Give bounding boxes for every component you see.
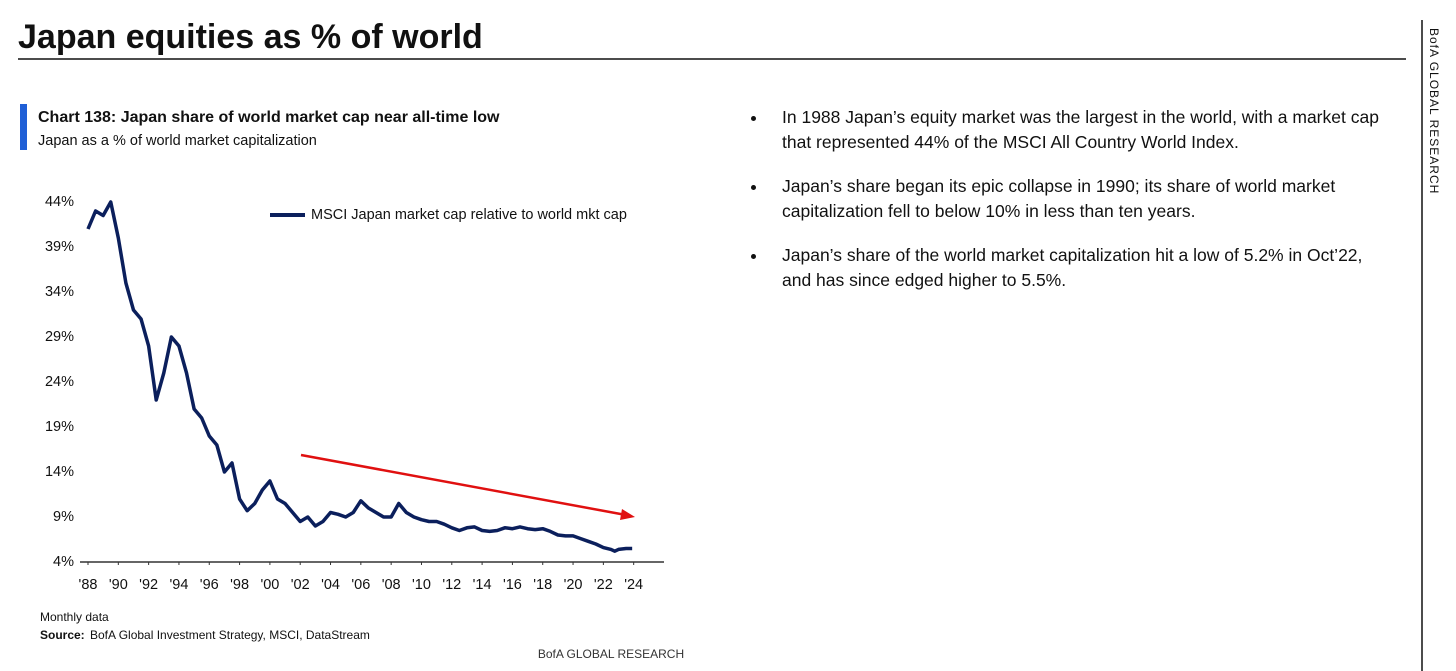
- y-tick-label: 39%: [45, 239, 74, 255]
- source-label: Source:: [40, 628, 85, 642]
- x-tick-label: '22: [594, 577, 613, 593]
- x-tick-label: '08: [382, 577, 401, 593]
- x-tick-label: '24: [624, 577, 643, 593]
- y-tick-label: 34%: [45, 284, 74, 300]
- chart-title: Chart 138: Japan share of world market c…: [38, 109, 500, 126]
- x-tick-label: '14: [473, 577, 492, 593]
- x-tick-label: '04: [321, 577, 340, 593]
- bullet: Japan’s share of the world market capita…: [768, 243, 1388, 292]
- accent-bar: [20, 104, 27, 150]
- y-tick-label: 4%: [53, 554, 74, 570]
- bullet-list: In 1988 Japan’s equity market was the la…: [748, 105, 1388, 312]
- bullet: Japan’s share began its epic collapse in…: [768, 174, 1388, 223]
- x-tick-label: '96: [200, 577, 219, 593]
- x-tick-label: '00: [260, 577, 279, 593]
- trend-arrowhead: [620, 509, 635, 520]
- y-tick-label: 29%: [45, 329, 74, 345]
- x-tick-label: '88: [79, 577, 98, 593]
- x-tick-label: '18: [533, 577, 552, 593]
- y-tick-label: 44%: [45, 194, 74, 210]
- x-tick-label: '98: [230, 577, 249, 593]
- bullets: In 1988 Japan’s equity market was the la…: [748, 105, 1388, 292]
- x-tick-label: '12: [442, 577, 461, 593]
- y-tick-label: 24%: [45, 374, 74, 390]
- chart-subtitle: Japan as a % of world market capitalizat…: [38, 133, 317, 149]
- x-tick-label: '94: [169, 577, 188, 593]
- x-tick-label: '06: [351, 577, 370, 593]
- trend-arrow: [300, 453, 627, 517]
- x-tick-label: '20: [564, 577, 583, 593]
- side-label: BofA GLOBAL RESEARCH: [1427, 28, 1441, 194]
- y-tick-label: 19%: [45, 419, 74, 435]
- x-tick-label: '92: [139, 577, 158, 593]
- x-tick-label: '02: [291, 577, 310, 593]
- footnote: Monthly data: [40, 610, 109, 624]
- bullet: In 1988 Japan’s equity market was the la…: [768, 105, 1388, 154]
- credit: BofA GLOBAL RESEARCH: [538, 647, 684, 661]
- page-title: Japan equities as % of world: [18, 18, 483, 56]
- legend-label: MSCI Japan market cap relative to world …: [311, 207, 627, 223]
- x-tick-label: '16: [503, 577, 522, 593]
- x-tick-label: '10: [412, 577, 431, 593]
- series-line: [86, 200, 633, 553]
- y-tick-label: 14%: [45, 464, 74, 480]
- y-tick-label: 9%: [53, 509, 74, 525]
- x-tick-label: '90: [109, 577, 128, 593]
- source: BofA Global Investment Strategy, MSCI, D…: [90, 628, 370, 642]
